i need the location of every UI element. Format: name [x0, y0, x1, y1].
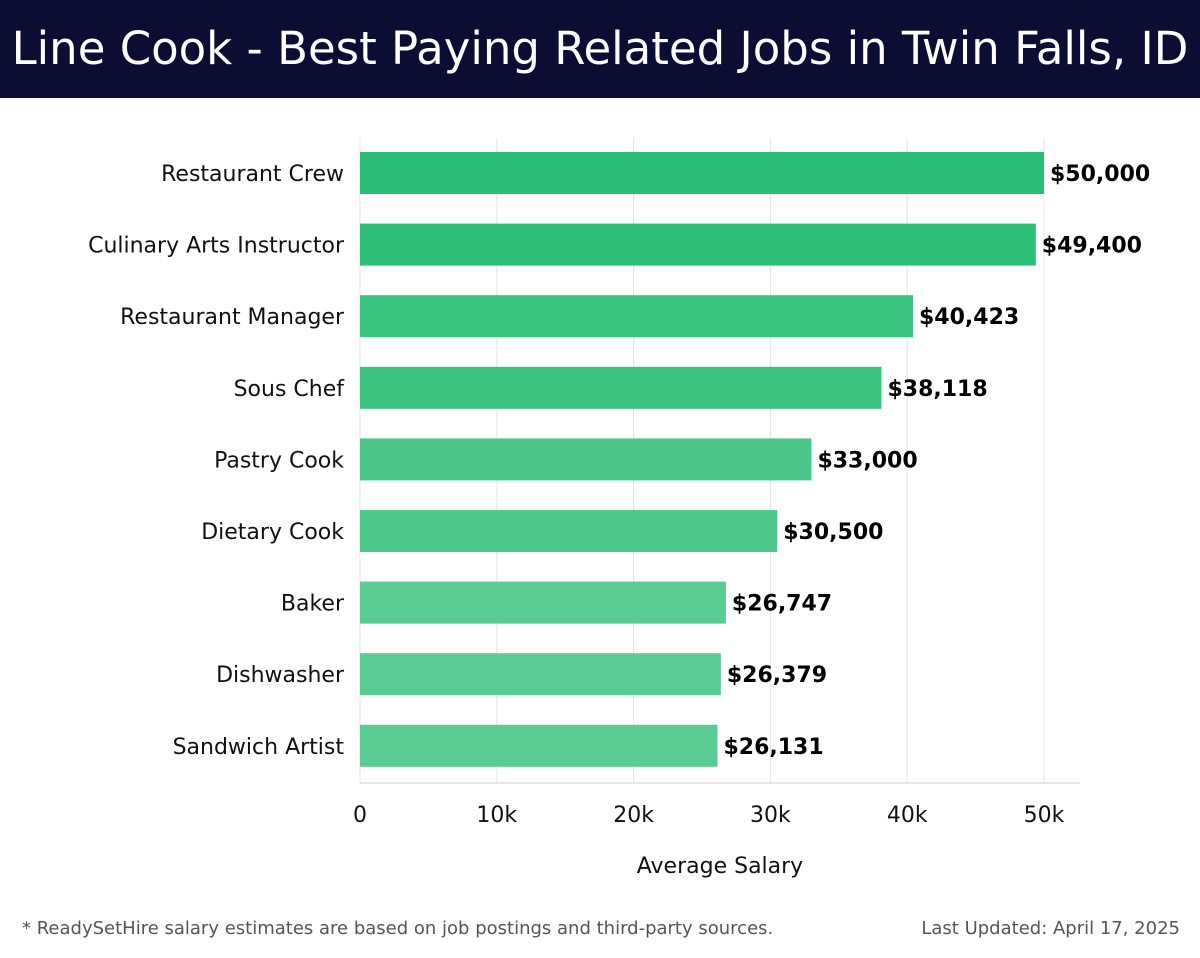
- value-label-9: $26,131: [723, 735, 823, 760]
- value-label-2: $49,400: [1042, 234, 1142, 259]
- value-label-1: $50,000: [1050, 162, 1150, 187]
- x-tick-label-0: 0: [353, 803, 367, 828]
- value-label-8: $26,379: [727, 663, 827, 688]
- bar-6: [360, 510, 778, 552]
- category-label-7: Baker: [281, 592, 345, 617]
- category-label-3: Restaurant Manager: [120, 305, 345, 330]
- bar-2: [360, 223, 1036, 266]
- bar-5: [360, 438, 812, 481]
- category-label-6: Dietary Cook: [201, 520, 344, 545]
- value-label-6: $30,500: [783, 520, 883, 545]
- value-label-7: $26,747: [732, 592, 832, 617]
- bar-1: [360, 152, 1044, 194]
- x-tick-label-3: 30k: [750, 803, 791, 828]
- bar-3: [360, 295, 913, 338]
- footnote: * ReadySetHire salary estimates are base…: [22, 918, 774, 939]
- last-updated: Last Updated: April 17, 2025: [921, 918, 1180, 939]
- bar-7: [360, 581, 726, 624]
- chart-title: Line Cook - Best Paying Related Jobs in …: [11, 22, 1189, 75]
- category-label-5: Pastry Cook: [214, 448, 344, 473]
- bar-9: [360, 724, 718, 767]
- x-tick-label-1: 10k: [476, 803, 517, 828]
- bar-chart: Restaurant Crew $50,000 Culinary Arts Inst…: [88, 138, 1150, 879]
- bar-4: [360, 366, 882, 409]
- category-label-2: Culinary Arts Instructor: [88, 234, 345, 259]
- x-tick-label-5: 50k: [1024, 803, 1065, 828]
- title-bar: Line Cook - Best Paying Related Jobs in …: [0, 0, 1200, 98]
- value-label-3: $40,423: [919, 305, 1019, 330]
- value-label-5: $33,000: [817, 448, 917, 473]
- bar-8: [360, 653, 721, 696]
- category-label-1: Restaurant Crew: [161, 162, 344, 187]
- value-label-4: $38,118: [887, 377, 987, 402]
- x-tick-label-2: 20k: [613, 803, 654, 828]
- category-label-4: Sous Chef: [234, 377, 346, 402]
- category-label-9: Sandwich Artist: [173, 735, 345, 760]
- category-label-8: Dishwasher: [216, 663, 345, 688]
- x-axis-title: Average Salary: [637, 854, 803, 879]
- x-tick-label-4: 40k: [887, 803, 928, 828]
